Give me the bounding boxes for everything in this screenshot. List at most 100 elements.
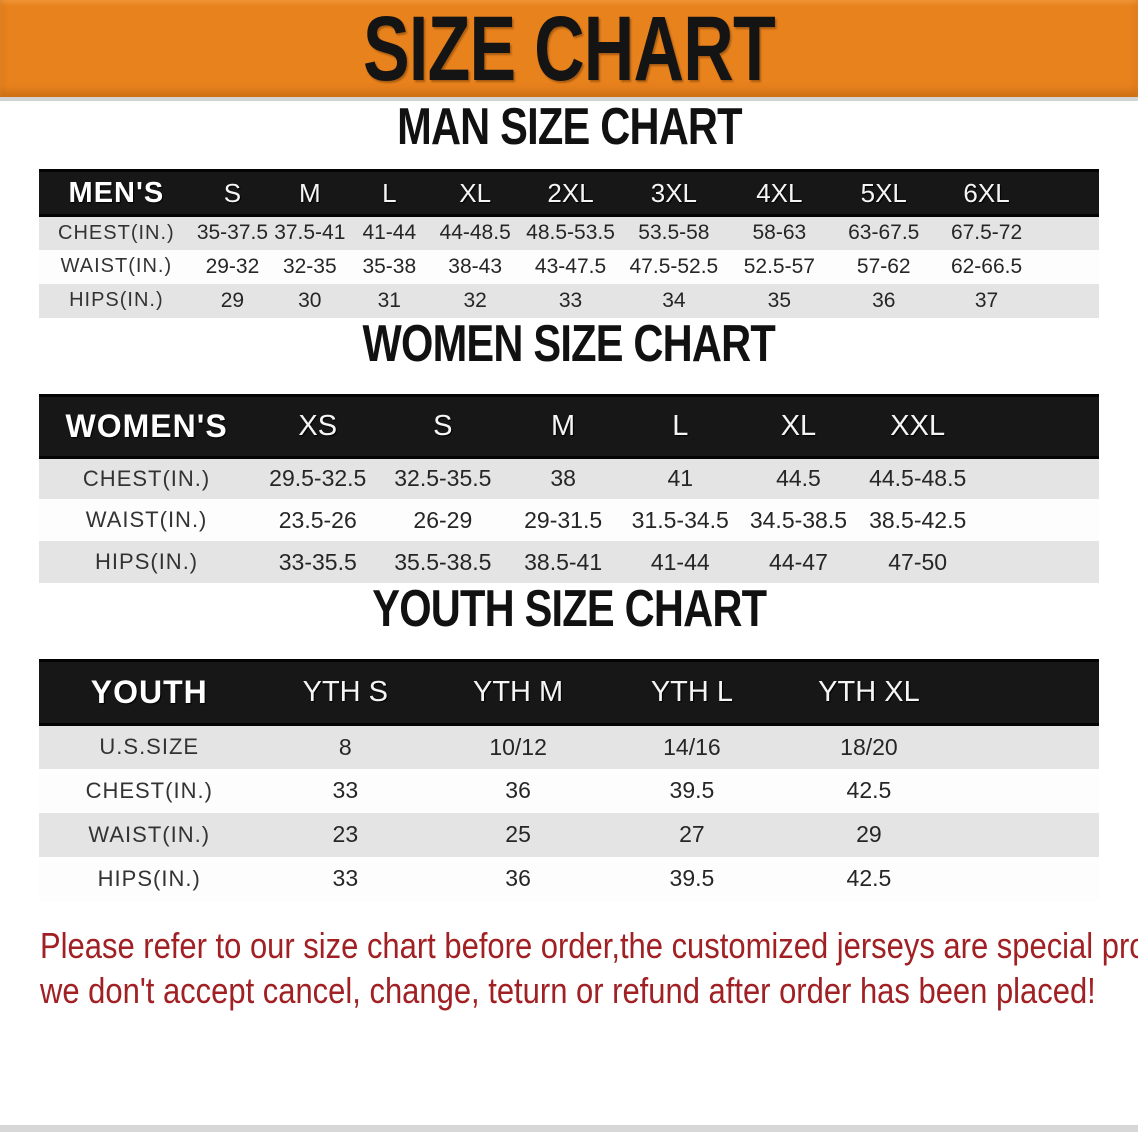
note-line-1: Please refer to our size chart before or… xyxy=(40,924,1138,966)
note-line-2: we don't accept cancel, change, teturn o… xyxy=(40,969,1096,1011)
size-column-header: 2XL xyxy=(520,169,621,217)
measurement-cell: 44-48.5 xyxy=(439,221,511,245)
measurement-cell: 35.5-38.5 xyxy=(394,548,492,575)
row-label: HIPS(IN.) xyxy=(95,549,199,574)
measurement-cell: 31 xyxy=(377,288,401,312)
filler-header-cell xyxy=(1037,169,1099,217)
measurement-cell: 14/16 xyxy=(663,733,721,760)
filler-header-cell xyxy=(977,393,1099,459)
page-title: SIZE CHART xyxy=(363,0,776,100)
measurement-cell: 29.5-32.5 xyxy=(269,465,367,492)
filler-cell xyxy=(959,813,1099,857)
size-chart-banner: SIZE CHART xyxy=(0,0,1138,101)
measurement-cell: 57-62 xyxy=(856,254,911,278)
measurement-cell: 41-44 xyxy=(650,548,710,575)
measurement-cell: 34.5-38.5 xyxy=(749,506,848,533)
measurement-cell: 33 xyxy=(332,865,359,891)
measurement-cell: 29 xyxy=(220,288,245,312)
table-row: U.S.SIZE 8 10/12 14/16 18/20 xyxy=(39,724,1099,769)
table-row: HIPS(IN.) 33 36 39.5 42.5 xyxy=(39,856,1099,901)
filler-cell xyxy=(1037,216,1099,250)
measurement-cell: 32 xyxy=(463,288,487,312)
measurement-cell: 58-63 xyxy=(752,221,807,245)
table-row: CHEST(IN.) 35-37.5 37.5-41 41-44 44-48.5 48.5… xyxy=(39,215,1099,250)
measurement-cell: 36 xyxy=(505,865,531,891)
table-row: CHEST(IN.) 29.5-32.5 32.5-35.5 38 41 44.5 44.5… xyxy=(39,457,1099,499)
measurement-cell: 33 xyxy=(558,288,583,312)
men-size-table: MEN'S S M L XL 2XL 3XL 4XL 5XL 6XL CHEST(IN.) 35-37… xyxy=(39,169,1099,318)
measurement-cell: 10/12 xyxy=(489,733,547,760)
measurement-cell: 29-32 xyxy=(205,254,260,278)
filler-cell xyxy=(977,541,1099,583)
measurement-cell: 8 xyxy=(338,733,352,760)
measurement-cell: 30 xyxy=(298,288,322,312)
measurement-cell: 41-44 xyxy=(362,221,417,245)
measurement-cell: 35-38 xyxy=(362,254,417,278)
measurement-cell: 34 xyxy=(662,288,686,312)
measurement-cell: 42.5 xyxy=(846,865,892,891)
size-column-header: YTH M xyxy=(431,659,606,726)
size-column-header: XS xyxy=(254,393,382,459)
measurement-cell: 37.5-41 xyxy=(274,221,346,245)
measurement-cell: 18/20 xyxy=(840,733,898,760)
table-row: HIPS(IN.) 33-35.5 35.5-38.5 38.5-41 41-44 44-… xyxy=(39,541,1099,583)
row-label: CHEST(IN.) xyxy=(85,777,213,803)
measurement-cell: 31.5-34.5 xyxy=(631,506,729,533)
table-row: WAIST(IN.) 29-32 32-35 35-38 38-43 43-47.5 47.… xyxy=(39,249,1099,284)
size-column-header: YTH XL xyxy=(778,659,960,726)
measurement-cell: 44-47 xyxy=(769,548,828,575)
filler-cell xyxy=(959,725,1099,769)
measurement-cell: 42.5 xyxy=(846,777,892,803)
size-column-header: YTH L xyxy=(605,659,779,726)
measurement-cell: 37 xyxy=(974,288,999,312)
measurement-cell: 32.5-35.5 xyxy=(394,465,492,492)
women-size-section: WOMEN SIZE CHART WOMEN'S XS S M L XL XXL CHEST(… xyxy=(0,314,1138,583)
youth-corner-label: YOUTH xyxy=(39,659,260,726)
order-policy-note: Please refer to our size chart before or… xyxy=(40,923,1138,1013)
filler-cell xyxy=(977,457,1099,499)
measurement-cell: 29 xyxy=(856,821,882,847)
size-column-header: XL xyxy=(430,169,521,217)
size-column-header: XL xyxy=(738,393,859,459)
youth-section-heading: YOUTH SIZE CHART xyxy=(372,580,767,638)
measurement-cell: 44.5-48.5 xyxy=(869,465,967,492)
youth-size-table: YOUTH YTH S YTH M YTH L YTH XL U.S.SIZE 8 10/12… xyxy=(39,659,1099,901)
size-column-header: XXL xyxy=(858,393,978,459)
measurement-cell: 48.5-53.5 xyxy=(526,221,615,245)
measurement-cell: 38-43 xyxy=(448,254,503,278)
size-column-header: L xyxy=(348,169,431,217)
size-column-header: 5XL xyxy=(831,169,936,217)
measurement-cell: 39.5 xyxy=(669,865,715,891)
table-row: CHEST(IN.) 33 36 39.5 42.5 xyxy=(39,768,1099,813)
row-label: HIPS(IN.) xyxy=(97,865,201,891)
measurement-cell: 39.5 xyxy=(669,777,715,803)
men-section-heading: MAN SIZE CHART xyxy=(396,98,742,156)
women-size-table: WOMEN'S XS S M L XL XXL CHEST(IN.) 29.5-32.5 32.5… xyxy=(39,393,1099,583)
measurement-cell: 23.5-26 xyxy=(278,506,357,533)
row-label: WAIST(IN.) xyxy=(60,255,173,277)
measurement-cell: 47-50 xyxy=(888,548,948,575)
measurement-cell: 43-47.5 xyxy=(534,254,607,278)
measurement-cell: 38.5-42.5 xyxy=(869,506,967,533)
measurement-cell: 29-31.5 xyxy=(524,506,603,533)
measurement-cell: 36 xyxy=(872,288,896,312)
measurement-cell: 27 xyxy=(679,821,705,847)
measurement-cell: 38.5-41 xyxy=(524,548,603,575)
women-section-heading: WOMEN SIZE CHART xyxy=(362,314,776,373)
row-label: WAIST(IN.) xyxy=(85,507,208,532)
size-column-header: M xyxy=(504,393,622,459)
row-label: CHEST(IN.) xyxy=(82,465,211,491)
measurement-cell: 33 xyxy=(332,777,359,803)
table-row: HIPS(IN.) 29 30 31 32 33 34 35 36 37 xyxy=(39,283,1099,318)
row-label: HIPS(IN.) xyxy=(69,289,164,311)
size-column-header: S xyxy=(193,169,272,217)
table-row: WAIST(IN.) 23.5-26 26-29 29-31.5 31.5-34.5 34… xyxy=(39,499,1099,541)
size-column-header: 6XL xyxy=(935,169,1038,217)
youth-size-section: YOUTH SIZE CHART YOUTH YTH S YTH M YTH L YTH… xyxy=(0,583,1138,901)
measurement-cell: 44.5 xyxy=(776,465,821,492)
measurement-cell: 41 xyxy=(667,465,694,492)
women-corner-label: WOMEN'S xyxy=(39,393,255,459)
row-label: WAIST(IN.) xyxy=(88,821,211,847)
row-label: U.S.SIZE xyxy=(99,734,200,760)
size-column-header: L xyxy=(621,393,739,459)
